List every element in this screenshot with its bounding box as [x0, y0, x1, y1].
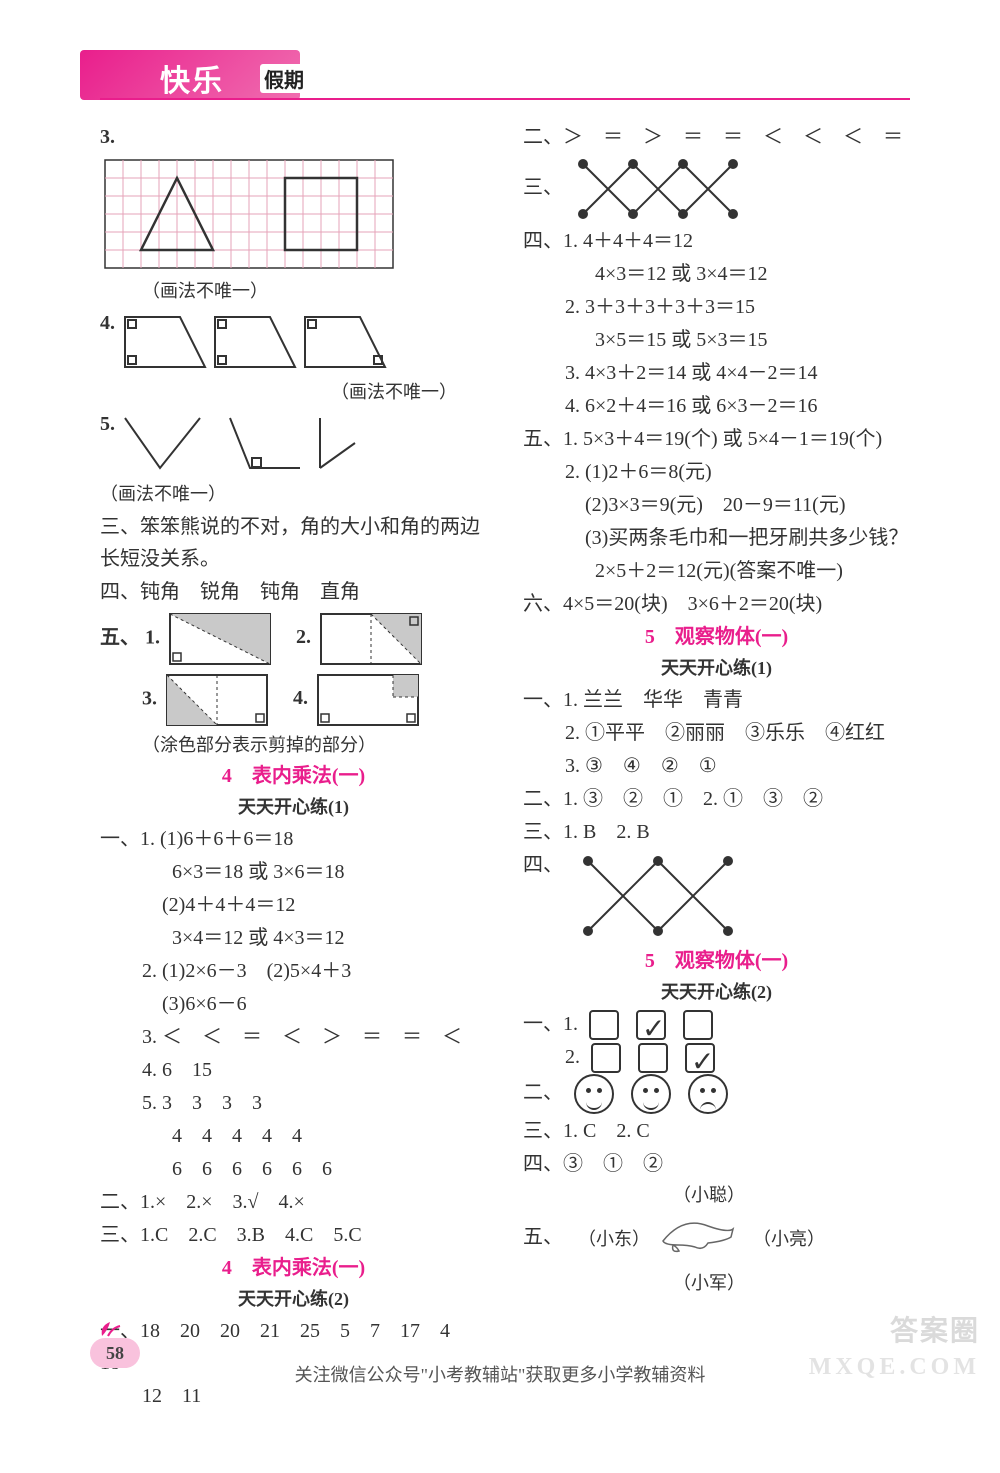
checkbox-empty [589, 1010, 619, 1040]
q4-label: 4. [100, 312, 115, 334]
sec5a-title: 5 观察物体(一) [523, 621, 910, 653]
sec5b-title: 5 观察物体(一) [523, 945, 910, 977]
wu-2: 2. [296, 626, 311, 648]
lab-left: （小东） [578, 1225, 650, 1254]
sec4a-title: 4 表内乘法(一) [100, 760, 487, 792]
p1-l13: 三、1.C 2.C 3.B 4.C 5.C [100, 1219, 487, 1251]
q3-figure [100, 155, 487, 275]
b2-l4: 三、1. C 2. C [523, 1115, 910, 1147]
b2-l3: 二、 [523, 1082, 563, 1104]
b2-l1: 一、1. [523, 1013, 578, 1035]
r-si2: 4×3＝12 或 3×4＝12 [523, 258, 910, 290]
p1-l4: 3×4＝12 或 4×3＝12 [100, 922, 487, 954]
r-san: 三、 [523, 154, 910, 224]
sec4a-sub: 天天开心练(1) [100, 793, 487, 822]
q5-caption: （画法不唯一） [100, 484, 226, 504]
wu-label: 五、 [100, 626, 140, 648]
r-si5: 3. 4×3＋2＝14 或 4×4－2＝14 [523, 357, 910, 389]
smile-face-icon [574, 1074, 614, 1114]
lab-right: （小亮） [753, 1225, 825, 1254]
checkbox-empty [683, 1010, 713, 1040]
header-sub: 假期 [260, 64, 308, 93]
page-header: 快乐 假期 [100, 50, 910, 110]
b2-l6: 五、 [523, 1221, 563, 1253]
q5-label: 5. [100, 413, 115, 435]
left-wu: 五、 1. 2. [100, 609, 487, 669]
r-san-label: 三、 [523, 177, 563, 199]
wu-1: 1. [145, 626, 160, 648]
r-liu: 六、4×5＝20(块) 3×6＋2＝20(块) [523, 588, 910, 620]
b1-l2: 2. ①平平 ②丽丽 ③乐乐 ④红红 [523, 717, 910, 749]
b1-l4: 二、1. ③ ② ① 2. ① ③ ② [523, 783, 910, 815]
checkbox-checked [685, 1043, 715, 1073]
b2-l2row: 2. [523, 1041, 910, 1073]
r-si1: 四、1. 4＋4＋4＝12 [523, 225, 910, 257]
r-wu1: 五、1. 5×3＋4＝19(个) 或 5×4－1＝19(个) [523, 423, 910, 455]
r-wu5: 2×5＋2＝12(元)(答案不唯一) [523, 555, 910, 587]
p1-l7: 3. ＜ ＜ ＝ ＜ ＞ ＝ ＝ ＜ [100, 1021, 487, 1053]
p1-l11: 6 6 6 6 6 6 [100, 1153, 487, 1185]
header-divider [100, 98, 910, 100]
r-si3: 2. 3＋3＋3＋3＋3＝15 [523, 291, 910, 323]
lab-top: （小聪） [673, 1181, 745, 1210]
header-title: 快乐 [160, 56, 224, 100]
sec5b-sub: 天天开心练(2) [523, 978, 910, 1007]
dolphin-icon [653, 1211, 743, 1255]
checkbox-empty [591, 1043, 621, 1073]
b2-l1row: 一、1. [523, 1008, 910, 1040]
r-wu4: (3)买两条毛巾和一把牙刷共多少钱？ [523, 522, 910, 554]
sec5a-sub: 天天开心练(1) [523, 654, 910, 683]
p1-l6: (3)6×6－6 [100, 988, 487, 1020]
b1-l3: 3. ③ ④ ② ① [523, 750, 910, 782]
b1-l1: 一、1. 兰兰 华华 青青 [523, 684, 910, 716]
p1-l8: 4. 6 15 [100, 1054, 487, 1086]
left-column: 3. （画法不唯一） 4. [100, 120, 487, 1413]
b1-l6: 四、 [523, 854, 563, 876]
p1-l3: (2)4＋4＋4＝12 [100, 889, 487, 921]
q4-row: 4. [100, 307, 487, 377]
b2-l6row: 五、 （小聪） （小东） （小亮） （小军） [523, 1181, 910, 1301]
wu-caption: （涂色部分表示剪掉的部分） [100, 731, 487, 760]
b2-l3row: 二、 [523, 1074, 910, 1114]
sad-face-icon [688, 1074, 728, 1114]
p1-l12: 二、1.× 2.× 3.√ 4.× [100, 1186, 487, 1218]
wu-4: 4. [293, 687, 308, 709]
left-wu-row2: 3. 4. [100, 670, 487, 730]
b2-l2: 2. [565, 1046, 580, 1068]
r-wu3: (2)3×3＝9(元) 20－9＝11(元) [523, 489, 910, 521]
b2-l5: 四、③ ① ② [523, 1148, 910, 1180]
p1-l10: 4 4 4 4 4 [100, 1120, 487, 1152]
q3-caption: （画法不唯一） [100, 277, 487, 306]
p1-l2: 6×3＝18 或 3×6＝18 [100, 856, 487, 888]
p1-l9: 5. 3 3 3 3 [100, 1087, 487, 1119]
r-si4: 3×5＝15 或 5×3＝15 [523, 324, 910, 356]
b1-l5: 三、1. B 2. B [523, 816, 910, 848]
leaf-icon [98, 1320, 122, 1338]
smile-face-icon [631, 1074, 671, 1114]
r-wu2: 2. (1)2＋6＝8(元) [523, 456, 910, 488]
checkbox-checked [636, 1010, 666, 1040]
right-column: 二、＞ ＝ ＞ ＝ ＝ ＜ ＜ ＜ ＝ 三、 四、1. 4＋4＋4＝12 4×3… [523, 120, 910, 1413]
checkbox-empty [638, 1043, 668, 1073]
q4-caption: （画法不唯一） [100, 378, 487, 407]
q5-row: 5. （画法不唯一） [100, 408, 487, 510]
q3-label: 3. [100, 121, 487, 153]
watermark-2: MXQE.COM [809, 1354, 980, 1381]
wu-3: 3. [142, 687, 157, 709]
p1-l5: 2. (1)2×6－3 (2)5×4＋3 [100, 955, 487, 987]
p1-l1: 一、1. (1)6＋6＋6＝18 [100, 823, 487, 855]
watermark-1: 答案圈 [890, 1309, 980, 1349]
b1-l6-row: 四、 [523, 849, 910, 944]
sec4b-sub: 天天开心练(2) [100, 1285, 487, 1314]
sec4b-title: 4 表内乘法(一) [100, 1252, 487, 1284]
lab-bottom: （小军） [673, 1269, 745, 1298]
r-si6: 4. 6×2＋4＝16 或 6×3－2＝16 [523, 390, 910, 422]
r-er: 二、＞ ＝ ＞ ＝ ＝ ＜ ＜ ＜ ＝ [523, 121, 910, 153]
left-san: 三、笨笨熊说的不对，角的大小和角的两边长短没关系。 [100, 511, 487, 575]
left-si: 四、钝角 锐角 钝角 直角 [100, 576, 487, 608]
